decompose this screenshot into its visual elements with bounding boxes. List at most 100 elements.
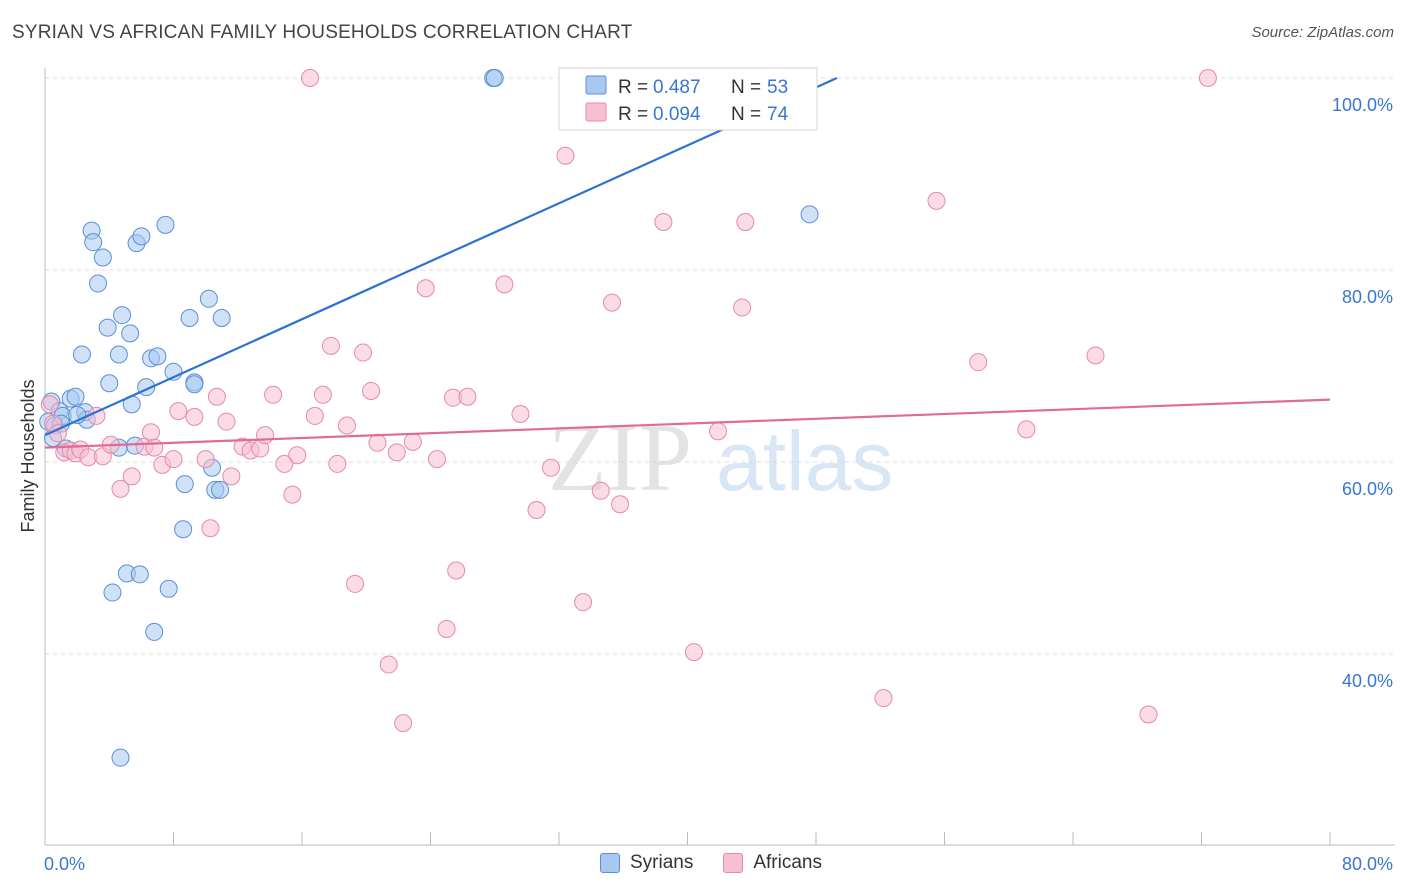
point-african — [556, 146, 575, 165]
point-african — [275, 454, 294, 473]
point-african — [733, 298, 752, 317]
point-african — [362, 381, 381, 400]
watermark-atlas: atlas — [716, 414, 893, 508]
point-syrian — [100, 374, 119, 393]
y-tick-label: 100.0% — [1332, 95, 1393, 115]
stats-syrians-n-label: N = — [731, 77, 761, 98]
point-african — [1139, 705, 1158, 724]
point-african — [458, 387, 477, 406]
point-syrian — [485, 69, 504, 87]
trend-layer — [44, 76, 1331, 449]
y-tick-label: 60.0% — [1342, 479, 1393, 499]
point-african — [511, 405, 530, 423]
point-syrian — [185, 375, 204, 394]
point-african — [169, 402, 188, 421]
point-syrian — [148, 347, 167, 366]
point-african — [709, 422, 728, 441]
x-tick-label: 80.0% — [1342, 854, 1393, 874]
point-african — [288, 446, 307, 465]
point-syrian — [111, 748, 130, 767]
legend-label-africans: Africans — [753, 852, 822, 873]
stats-africans-n-label: N = — [731, 104, 761, 125]
point-african — [283, 485, 302, 504]
point-african — [495, 275, 514, 294]
stats-syrians-r-label: R = — [618, 77, 648, 98]
legend-label-syrians: Syrians — [630, 852, 694, 873]
point-african — [337, 416, 356, 435]
point-african — [145, 438, 164, 457]
point-african — [736, 213, 755, 231]
point-syrian — [84, 233, 103, 252]
point-african — [927, 191, 946, 210]
point-african — [217, 412, 236, 431]
point-african — [591, 481, 610, 500]
point-african — [1198, 69, 1217, 87]
point-syrian — [93, 248, 112, 267]
legend-item-syrians[interactable]: Syrians — [600, 852, 693, 874]
stats-legend-africans-swatch — [585, 102, 607, 122]
point-african — [201, 519, 220, 538]
point-african — [527, 501, 546, 519]
legend-item-africans[interactable]: Africans — [723, 852, 822, 874]
y-tick-label: 40.0% — [1342, 671, 1393, 691]
point-african — [684, 643, 703, 662]
point-african — [611, 495, 630, 514]
point-african — [447, 561, 466, 580]
stats-legend-syrians-swatch — [585, 75, 607, 95]
point-african — [185, 407, 204, 426]
point-african — [40, 395, 59, 414]
point-african — [196, 450, 215, 469]
point-syrian — [89, 274, 108, 293]
point-african — [111, 479, 130, 498]
point-african — [603, 293, 622, 312]
point-african — [207, 387, 226, 406]
point-african — [264, 385, 283, 404]
point-syrian — [72, 345, 91, 364]
point-african — [416, 279, 435, 298]
point-african — [1017, 420, 1036, 439]
legend-swatch-syrians — [600, 853, 620, 873]
y-axis-label: Family Households — [18, 379, 38, 532]
legend-swatch-africans — [723, 853, 744, 873]
point-syrian — [98, 318, 117, 337]
point-african — [164, 450, 183, 469]
point-african — [427, 450, 446, 469]
stats-legend: R = 0.487 N = 53 R = 0.094 N = 74 — [558, 67, 818, 131]
point-african — [354, 343, 373, 362]
point-african — [368, 433, 387, 452]
point-syrian — [145, 622, 164, 641]
point-african — [403, 432, 422, 451]
stats-syrians-r-value: 0.487 — [653, 77, 701, 98]
point-syrian — [199, 289, 218, 308]
point-syrian — [175, 475, 194, 494]
point-syrian — [109, 345, 128, 364]
stats-africans-n-value: 74 — [767, 104, 789, 125]
trend-line-africans — [44, 398, 1331, 449]
tick-labels-layer: 40.0% 60.0% 80.0% 100.0% 0.0% 80.0% — [44, 95, 1393, 874]
point-african — [654, 213, 673, 231]
point-african — [301, 69, 320, 87]
point-syrian — [130, 565, 149, 584]
point-african — [328, 454, 347, 473]
chart-source: Source: ZipAtlas.com — [1251, 24, 1394, 41]
x-tick-label: 0.0% — [44, 854, 85, 874]
point-syrian — [211, 480, 230, 499]
point-african — [305, 406, 324, 425]
point-african — [969, 353, 988, 372]
point-african — [1086, 346, 1105, 365]
bottom-legend: Syrians Africans — [600, 852, 822, 874]
point-african — [256, 426, 275, 445]
point-syrian — [113, 306, 132, 325]
point-syrian — [132, 227, 151, 246]
point-african — [437, 620, 456, 639]
point-african — [874, 689, 893, 708]
grid-layer — [45, 77, 1395, 655]
point-syrian — [103, 583, 122, 602]
axis-layer — [44, 68, 1395, 846]
point-african — [313, 385, 332, 404]
y-tick-label: 80.0% — [1342, 287, 1393, 307]
point-syrian — [156, 215, 175, 234]
point-syrian — [180, 309, 199, 327]
point-african — [346, 574, 365, 593]
